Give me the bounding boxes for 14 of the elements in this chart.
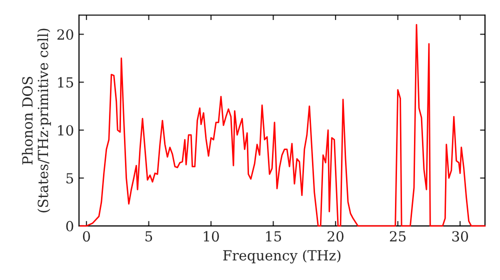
y-tick-label: 0 [66, 220, 74, 232]
x-tick-label: 20 [328, 231, 344, 242]
x-tick-label: 30 [452, 231, 468, 242]
x-axis-title: Frequency (THz) [223, 250, 340, 264]
x-tick-label: 0 [82, 231, 90, 242]
y-tick-label: 15 [58, 77, 74, 88]
x-tick-label: 25 [390, 231, 406, 242]
x-tick-label: 5 [146, 231, 152, 242]
y-tick-label: 20 [57, 29, 74, 40]
y-tick-label: 10 [58, 125, 74, 136]
y-axis-title: Phonon DOS (States/THz·primitive cell) [22, 28, 51, 212]
x-tick-label: 15 [266, 231, 282, 242]
y-tick-label: 5 [66, 173, 74, 184]
x-tick-label: 10 [204, 231, 219, 242]
